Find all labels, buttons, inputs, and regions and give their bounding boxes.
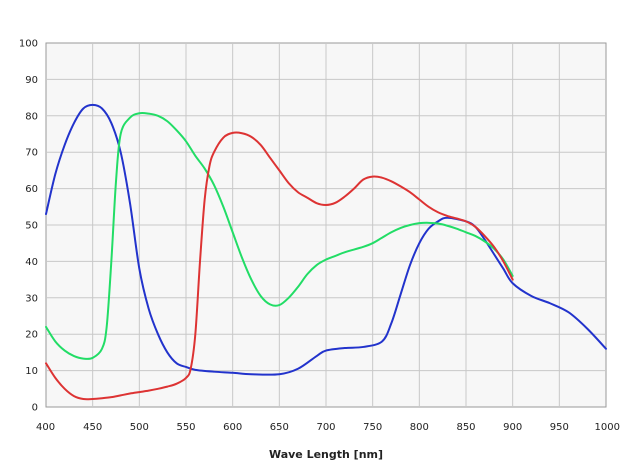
grid [46, 43, 606, 407]
y-tick-label: 100 [19, 39, 38, 50]
y-tick-label: 40 [25, 257, 38, 268]
x-axis-label: Wave Length [nm] [269, 448, 383, 461]
y-tick-label: 0 [32, 403, 38, 414]
series-lines [45, 103, 607, 401]
x-tick-label: 650 [270, 422, 289, 433]
x-tick-label: 850 [456, 422, 475, 433]
x-tick-label: 600 [223, 422, 242, 433]
x-tick-label: 950 [550, 422, 569, 433]
y-tick-label: 20 [25, 330, 38, 341]
y-axis-ticks: 0 10 20 30 40 50 60 70 80 90 100 [19, 39, 38, 414]
y-tick-label: 80 [25, 111, 38, 122]
x-axis-ticks: 400 450 500 550 600 650 700 750 800 850 900 950 1000 [36, 422, 620, 433]
y-tick-label: 60 [25, 184, 38, 195]
series-line-2 [45, 111, 514, 360]
x-tick-label: 1000 [595, 422, 620, 433]
x-tick-label: 750 [363, 422, 382, 433]
x-tick-label: 900 [503, 422, 522, 433]
x-tick-label: 400 [36, 422, 55, 433]
x-tick-label: 700 [316, 422, 335, 433]
y-tick-label: 10 [25, 366, 38, 377]
y-tick-label: 70 [25, 148, 38, 159]
y-tick-label: 50 [25, 221, 38, 232]
x-tick-label: 550 [176, 422, 195, 433]
x-tick-label: 500 [130, 422, 149, 433]
y-tick-label: 90 [25, 75, 38, 86]
x-tick-label: 450 [83, 422, 102, 433]
x-tick-label: 800 [410, 422, 429, 433]
y-tick-label: 30 [25, 293, 38, 304]
series-line-3 [45, 131, 514, 401]
series-line-1 [45, 103, 607, 376]
